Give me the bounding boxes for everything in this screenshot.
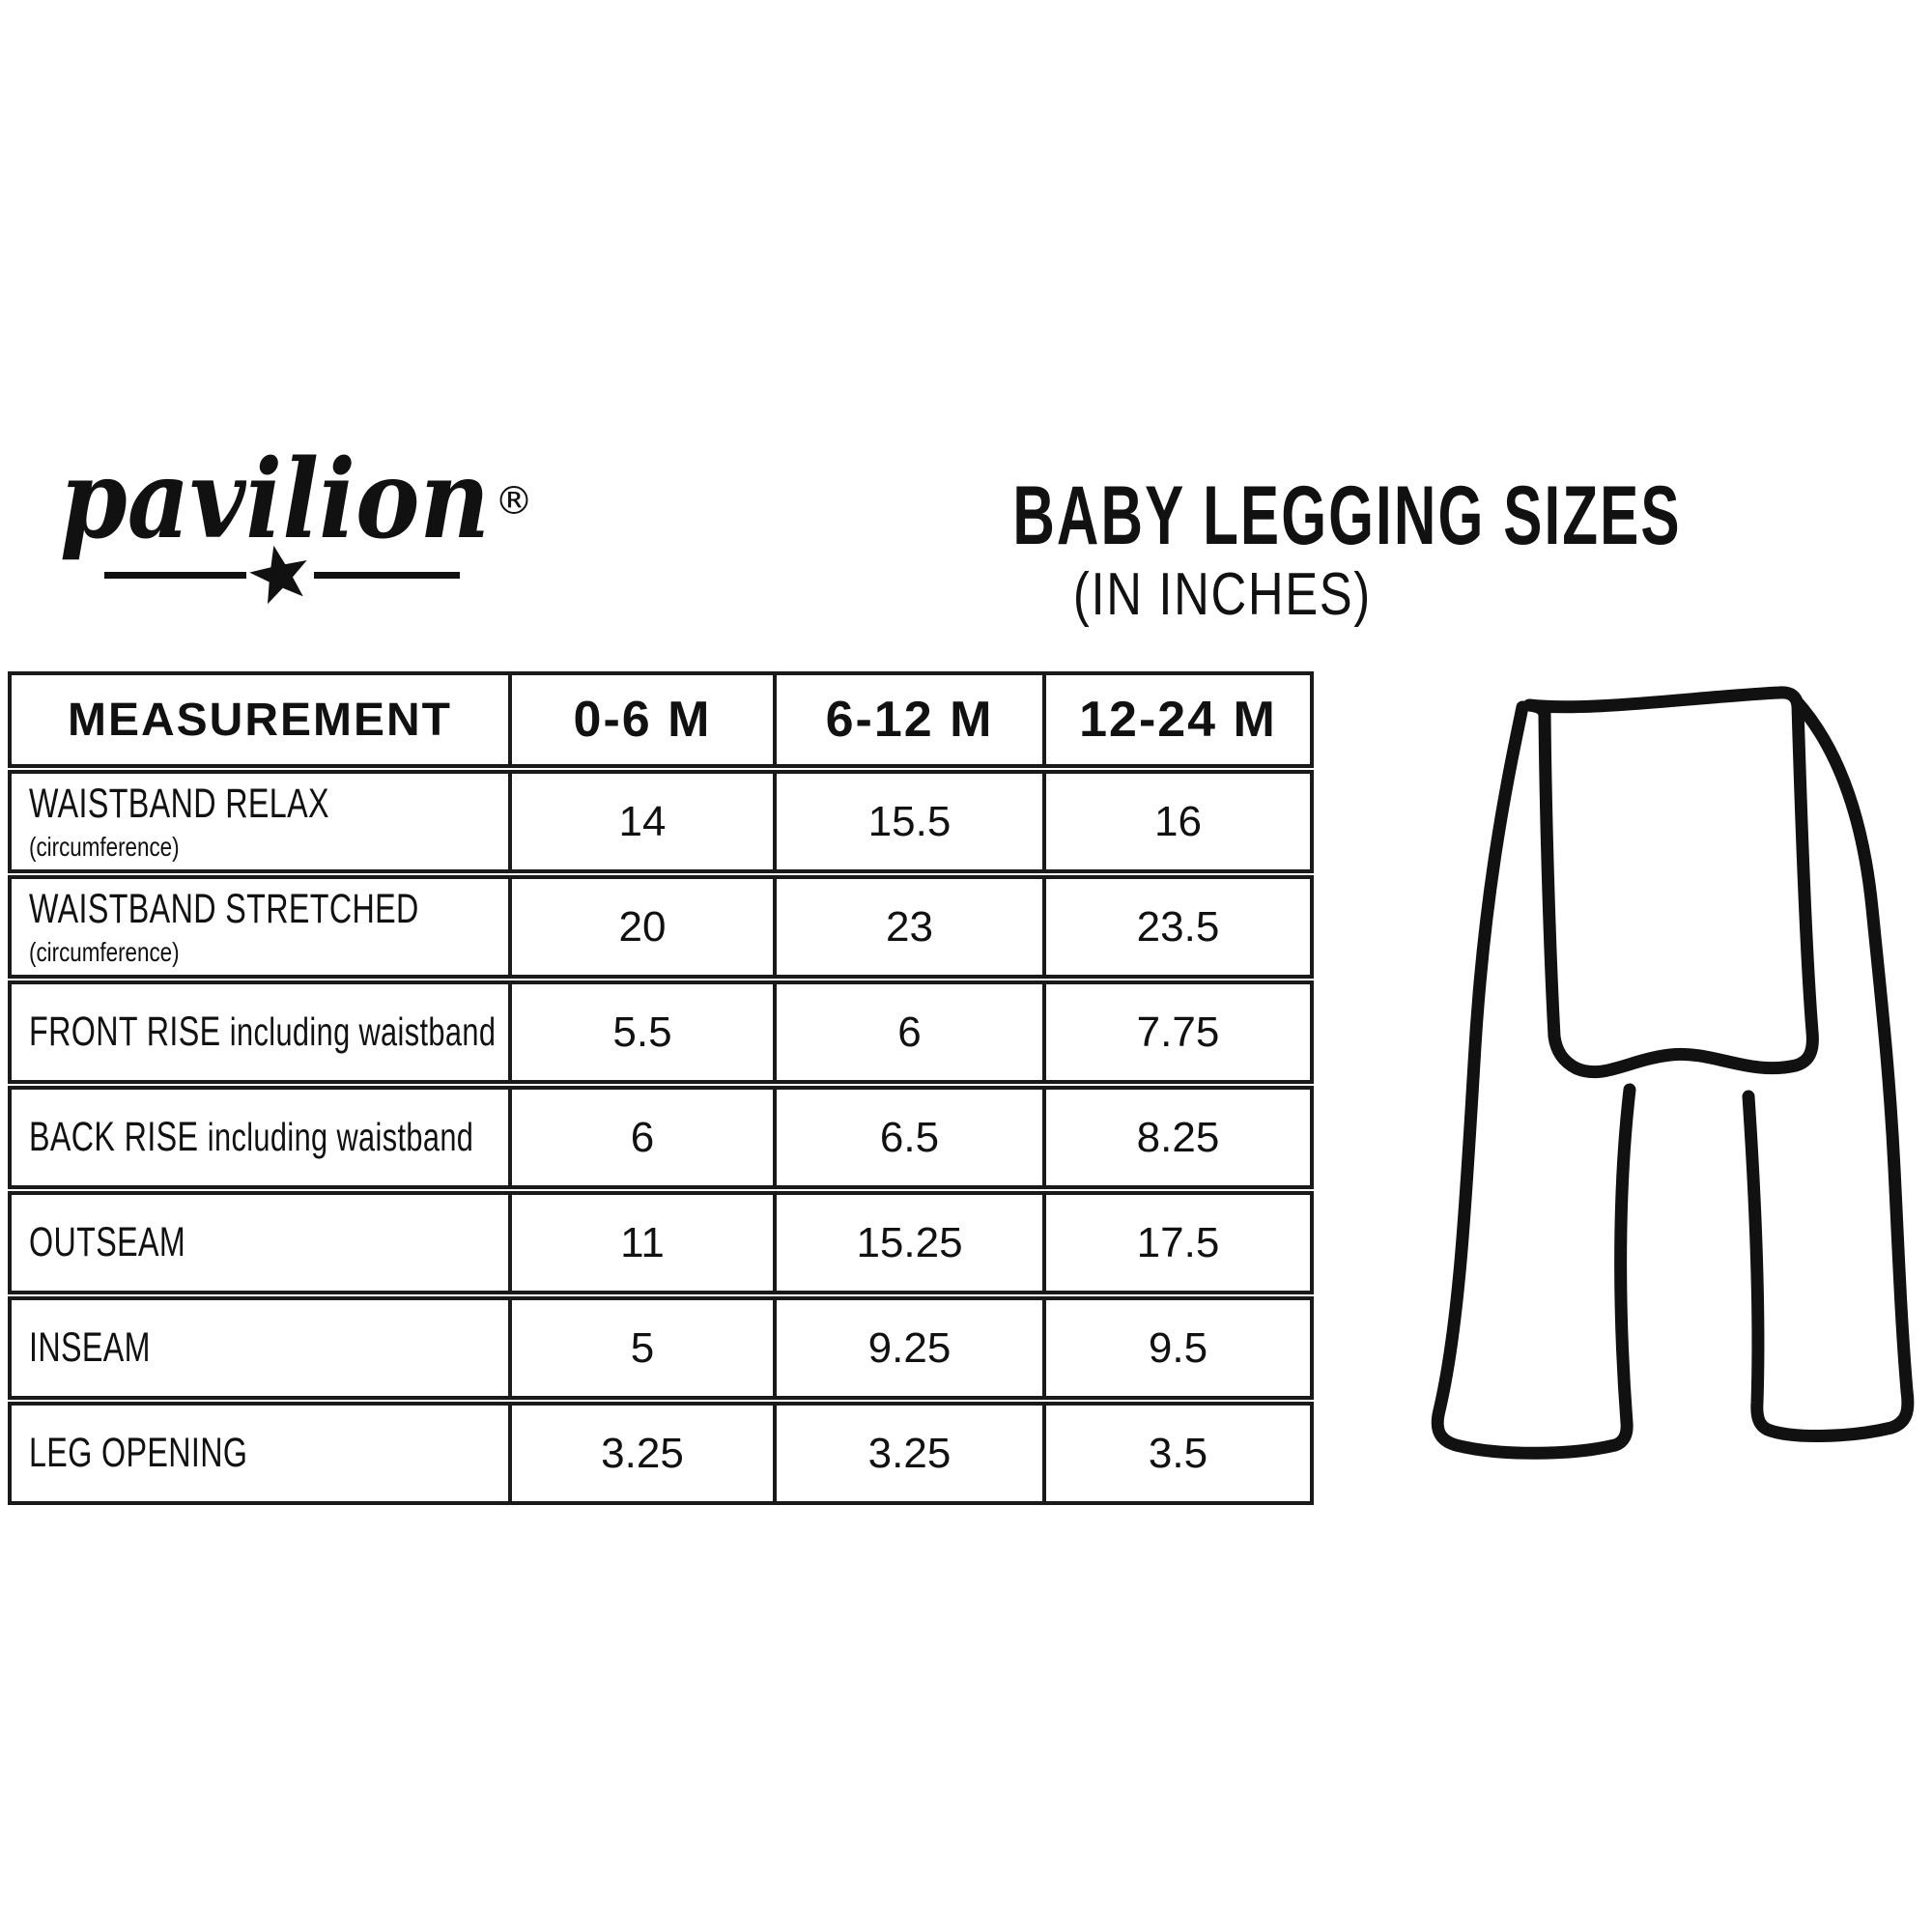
value-12-24m: 7.75 [1042, 984, 1310, 1080]
value-6-12m: 23 [773, 879, 1042, 975]
size-table: MEASUREMENT 0-6 M 6-12 M 12-24 M WAISTBA… [8, 671, 1314, 1505]
star-icon [249, 545, 307, 605]
value-0-6m: 5 [508, 1300, 773, 1396]
value-6-12m: 6.5 [773, 1090, 1042, 1185]
table-row: LEG OPENING 3.25 3.25 3.5 [8, 1402, 1314, 1505]
value-12-24m: 16 [1042, 774, 1310, 869]
row-label: WAISTBAND RELAX (circumference) [12, 774, 508, 869]
leggings-illustration [1431, 686, 1915, 1460]
title-block: BABY LEGGING SIZES (IN INCHES) [869, 469, 1682, 630]
value-6-12m: 15.5 [773, 774, 1042, 869]
value-6-12m: 6 [773, 984, 1042, 1080]
value-12-24m: 3.5 [1042, 1406, 1310, 1501]
value-0-6m: 3.25 [508, 1406, 773, 1501]
row-label: FRONT RISE including waistband [29, 1009, 497, 1055]
value-0-6m: 20 [508, 879, 773, 975]
row-sublabel: (circumference) [29, 832, 180, 862]
header-size-12-24m: 12-24 M [1042, 675, 1310, 764]
table-row: BACK RISE including waistband 6 6.5 8.25 [8, 1086, 1314, 1189]
header-size-0-6m: 0-6 M [508, 675, 773, 764]
value-6-12m: 9.25 [773, 1300, 1042, 1396]
table-header-row: MEASUREMENT 0-6 M 6-12 M 12-24 M [8, 671, 1314, 768]
value-12-24m: 9.5 [1042, 1300, 1310, 1396]
hip-panel-outline [1522, 686, 1819, 1079]
page-title: BABY LEGGING SIZES [1012, 469, 1682, 562]
row-sublabel: (circumference) [29, 937, 180, 967]
row-label: WAISTBAND STRETCHED (circumference) [29, 886, 419, 967]
value-0-6m: 11 [508, 1195, 773, 1291]
value-12-24m: 8.25 [1042, 1090, 1310, 1185]
value-12-24m: 17.5 [1042, 1195, 1310, 1291]
table-row: INSEAM 5 9.25 9.5 [8, 1296, 1314, 1400]
table-row: WAISTBAND STRETCHED (circumference) 20 2… [8, 875, 1314, 979]
row-label: BACK RISE including waistband [29, 1114, 474, 1160]
value-12-24m: 23.5 [1042, 879, 1310, 975]
table-row: OUTSEAM 11 15.25 17.5 [8, 1191, 1314, 1294]
page-subtitle: (IN INCHES) [1072, 561, 1372, 628]
table-row: FRONT RISE including waistband 5.5 6 7.7… [8, 980, 1314, 1084]
header-measurement: MEASUREMENT [67, 694, 452, 746]
logo-underline [104, 572, 460, 579]
header-size-6-12m: 6-12 M [773, 675, 1042, 764]
registered-trademark-icon: ® [495, 479, 533, 524]
value-0-6m: 6 [508, 1090, 773, 1185]
pavilion-logo: pavilion ® [60, 437, 533, 605]
value-0-6m: 5.5 [508, 984, 773, 1080]
value-0-6m: 14 [508, 774, 773, 869]
row-label: INSEAM [29, 1324, 151, 1371]
row-label: LEG OPENING [29, 1430, 248, 1476]
value-6-12m: 3.25 [773, 1406, 1042, 1501]
brand-text: pavilion [60, 437, 490, 563]
left-leg-outline [1431, 700, 1636, 1460]
row-label: OUTSEAM [29, 1219, 186, 1265]
table-row: WAISTBAND RELAX (circumference) 14 15.5 … [8, 770, 1314, 873]
value-6-12m: 15.25 [773, 1195, 1042, 1291]
